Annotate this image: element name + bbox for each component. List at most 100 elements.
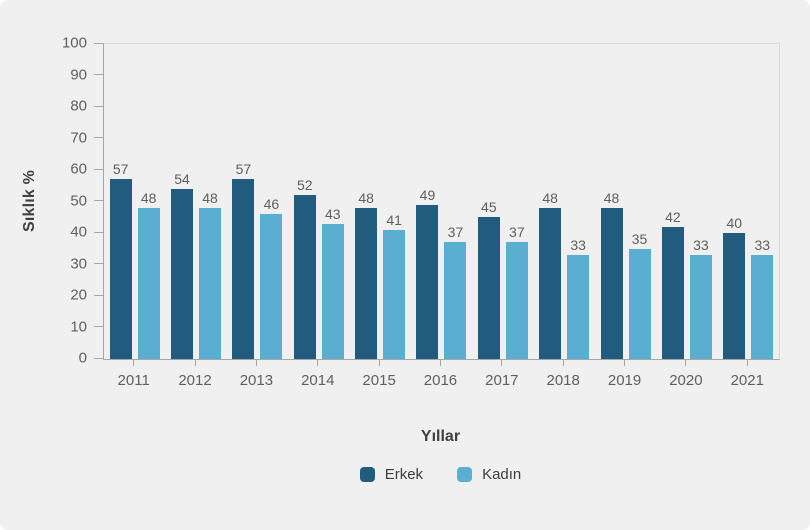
bar-value-label: 57 bbox=[235, 161, 252, 178]
y-tick-label: 50 bbox=[70, 192, 87, 209]
x-tick-label-2015: 2015 bbox=[362, 372, 396, 389]
x-tick-mark bbox=[624, 359, 626, 366]
bar-unit: 48 bbox=[199, 44, 222, 359]
bar-value-label: 37 bbox=[447, 224, 464, 241]
bar-value-label: 52 bbox=[296, 177, 313, 194]
bar-value-label: 40 bbox=[726, 215, 743, 231]
legend-swatch-icon bbox=[457, 467, 473, 482]
bar-kadın-2021 bbox=[751, 255, 774, 359]
bar-erkek-2012 bbox=[171, 188, 194, 359]
y-tick-label: 30 bbox=[70, 255, 87, 272]
bar-kadın-2019 bbox=[628, 248, 651, 359]
bar-unit: 37 bbox=[444, 44, 467, 359]
bar-value-label: 43 bbox=[324, 205, 341, 222]
x-tick-cell bbox=[594, 359, 655, 367]
bar-unit: 33 bbox=[689, 44, 712, 359]
bar-group-2017: 45 37 bbox=[472, 44, 533, 359]
bar-erkek-2013 bbox=[232, 179, 255, 359]
y-tick-label: 40 bbox=[70, 223, 87, 241]
x-tick-mark bbox=[133, 359, 135, 366]
x-tick-label-2016: 2016 bbox=[423, 372, 458, 389]
bar-unit: 52 bbox=[293, 44, 316, 359]
bar-erkek-2016 bbox=[416, 204, 439, 359]
bar-value-label: 35 bbox=[631, 230, 648, 247]
y-tick-label: 80 bbox=[70, 97, 87, 115]
x-axis-title: Yıllar bbox=[420, 428, 461, 445]
x-axis-labels: 2011 2012 2013 2014 2015 2016 2017 2018 2019 2020… bbox=[103, 372, 778, 389]
bar-kadın-2020 bbox=[689, 255, 712, 359]
y-tick-mark bbox=[94, 168, 103, 170]
bar-value-label: 48 bbox=[358, 189, 374, 206]
x-tick-cell bbox=[164, 359, 225, 367]
x-tick-cell bbox=[103, 359, 164, 367]
bar-unit: 48 bbox=[600, 44, 623, 359]
y-tick-label: 90 bbox=[70, 66, 87, 83]
bar-group-2020: 42 33 bbox=[656, 44, 717, 359]
bar-erkek-2021 bbox=[723, 233, 746, 359]
bar-group-2016: 49 37 bbox=[411, 44, 472, 359]
bar-unit: 49 bbox=[416, 44, 439, 359]
legend: Erkek Kadın bbox=[103, 466, 778, 483]
y-tick-label: 100 bbox=[61, 34, 87, 52]
legend-item-erkek: Erkek bbox=[359, 466, 424, 483]
bar-kadın-2017 bbox=[505, 242, 528, 359]
bar-group-2015: 48 41 bbox=[349, 44, 410, 359]
x-tick-label-2021: 2021 bbox=[730, 372, 764, 389]
bar-unit: 42 bbox=[661, 44, 684, 359]
y-tick-label: 20 bbox=[70, 286, 87, 304]
y-tick-mark bbox=[94, 137, 103, 138]
y-tick-label: 0 bbox=[78, 349, 87, 367]
bar-unit: 37 bbox=[505, 44, 528, 359]
bar-group-2019: 48 35 bbox=[595, 44, 656, 359]
y-tick-mark bbox=[94, 105, 103, 107]
x-tick-mark bbox=[685, 359, 687, 366]
bar-unit: 35 bbox=[628, 44, 651, 359]
x-tick-cell bbox=[533, 359, 594, 367]
x-tick-label-2019: 2019 bbox=[607, 372, 642, 389]
bar-unit: 33 bbox=[751, 44, 774, 359]
bar-value-label: 33 bbox=[570, 237, 586, 254]
bar-group-2012: 54 48 bbox=[165, 44, 226, 359]
bar-value-label: 48 bbox=[542, 189, 558, 206]
bar-value-label: 33 bbox=[693, 237, 709, 254]
x-tick-cell bbox=[655, 359, 716, 367]
bar-erkek-2020 bbox=[661, 226, 684, 359]
bar-group-2011: 57 48 bbox=[104, 44, 165, 359]
plot-area: 57 48 54 48 57 46 52 43 48 41 49 37 45 37 48 33 48 35 42 33… bbox=[103, 43, 780, 360]
bar-erkek-2014 bbox=[293, 195, 316, 359]
bar-unit: 40 bbox=[723, 44, 746, 359]
bar-value-label: 33 bbox=[754, 237, 771, 254]
x-tick-cell bbox=[471, 359, 532, 367]
y-tick-label: 60 bbox=[70, 160, 87, 178]
x-tick-mark bbox=[746, 359, 748, 366]
y-tick-mark bbox=[94, 326, 103, 327]
bar-value-label: 54 bbox=[174, 170, 190, 187]
x-axis-ticks bbox=[103, 359, 778, 367]
x-tick-mark bbox=[562, 359, 564, 366]
y-tick-label: 70 bbox=[70, 129, 87, 146]
bar-kadın-2012 bbox=[199, 207, 222, 359]
bar-value-label: 48 bbox=[202, 189, 218, 206]
bar-group-2018: 48 33 bbox=[534, 44, 595, 359]
x-tick-label-2014: 2014 bbox=[301, 372, 335, 389]
x-tick-label-2020: 2020 bbox=[669, 372, 703, 389]
x-tick-cell bbox=[717, 359, 778, 367]
bar-unit: 43 bbox=[321, 44, 344, 359]
bar-value-label: 45 bbox=[481, 199, 497, 216]
bar-erkek-2019 bbox=[600, 207, 623, 359]
bar-unit: 46 bbox=[260, 44, 283, 359]
bar-group-2014: 52 43 bbox=[288, 44, 349, 359]
bar-unit: 33 bbox=[567, 44, 590, 359]
bar-erkek-2015 bbox=[355, 207, 378, 359]
bar-value-label: 57 bbox=[112, 161, 129, 178]
x-tick-mark bbox=[317, 359, 319, 366]
bar-kadın-2016 bbox=[444, 242, 467, 359]
bar-value-label: 41 bbox=[386, 211, 402, 228]
x-tick-label-2012: 2012 bbox=[178, 372, 212, 389]
legend-label: Erkek bbox=[384, 466, 424, 483]
bar-group-2013: 57 46 bbox=[227, 44, 288, 359]
x-tick-label-2017: 2017 bbox=[485, 372, 519, 389]
bar-kadın-2014 bbox=[321, 223, 344, 359]
x-tick-cell bbox=[348, 359, 409, 367]
